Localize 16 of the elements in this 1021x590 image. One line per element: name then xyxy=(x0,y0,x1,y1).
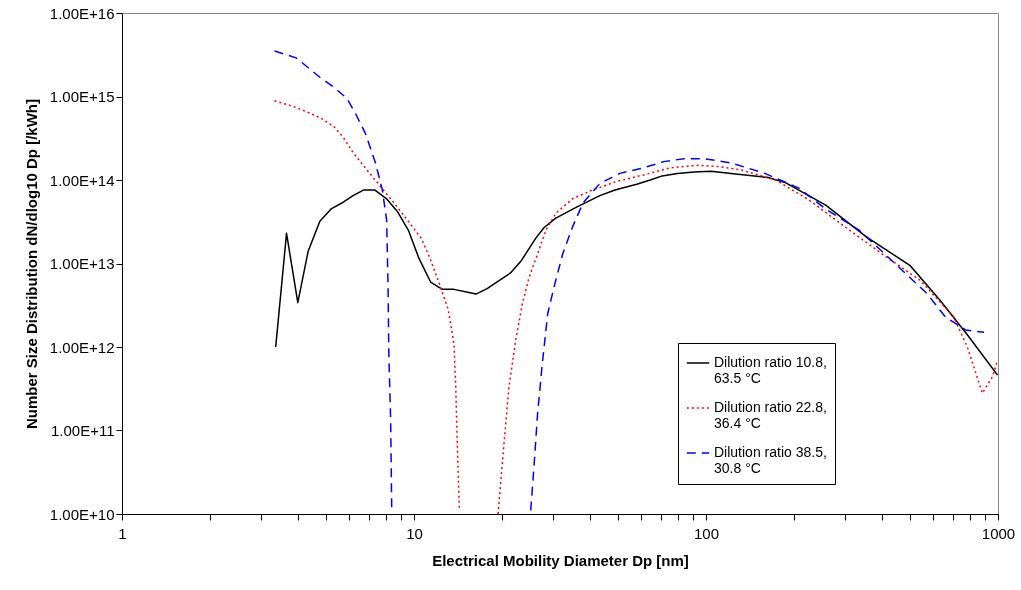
x-axis-title: Electrical Mobility Diameter Dp [nm] xyxy=(432,551,689,569)
y-tick-label: 1.00E+15 xyxy=(49,88,115,105)
y-tick-label: 1.00E+11 xyxy=(50,422,115,439)
legend-label: Dilution ratio 38.5, 30.8 °C xyxy=(714,444,827,476)
y-tick-label: 1.00E+12 xyxy=(49,338,115,356)
legend-label: Dilution ratio 10.8, 63.5 °C xyxy=(714,354,827,386)
x-tick-label: 1000 xyxy=(981,524,1016,542)
y-tick-label: 1.00E+13 xyxy=(49,255,115,272)
x-tick-label: 1 xyxy=(118,524,127,542)
y-axis-title: Number Size Distribution dN/dlog10 Dp [/kWh] xyxy=(22,99,40,429)
y-tick-label: 1.00E+10 xyxy=(49,505,115,523)
y-tick-label: 1.00E+16 xyxy=(49,4,115,22)
legend-label: Dilution ratio 22.8, 36.4 °C xyxy=(714,399,827,431)
x-tick-label: 100 xyxy=(693,524,720,542)
y-tick-label: 1.00E+14 xyxy=(49,171,115,189)
x-tick-label: 10 xyxy=(406,524,423,542)
